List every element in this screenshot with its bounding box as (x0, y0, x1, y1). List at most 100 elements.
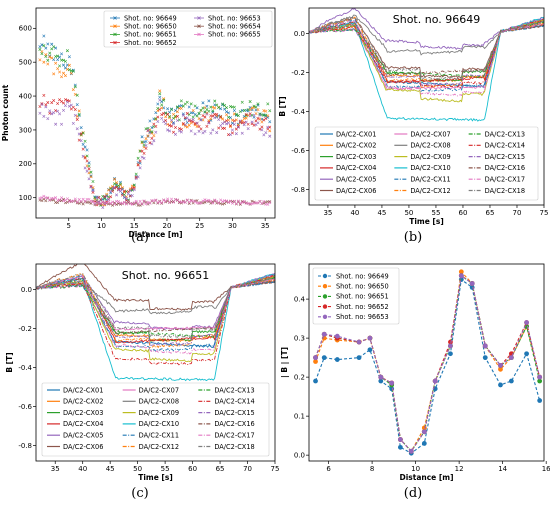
data-point (197, 124, 201, 128)
data-point (73, 113, 77, 117)
data-point (268, 134, 272, 138)
x-tick-label: 15 (130, 222, 139, 230)
data-point (168, 129, 172, 133)
data-point (448, 343, 453, 349)
data-point (236, 125, 240, 129)
data-point (421, 429, 427, 435)
legend-item: DA/C2-CX01 (47, 386, 103, 394)
data-point (75, 117, 79, 121)
data-point (207, 121, 211, 125)
data-point (244, 201, 248, 205)
data-point (225, 199, 229, 203)
data-point (175, 114, 179, 118)
data-point (482, 355, 488, 361)
data-point (61, 71, 66, 75)
data-point (217, 126, 221, 130)
data-point (115, 181, 119, 185)
data-point (213, 198, 217, 202)
data-point (193, 132, 197, 136)
data-point (238, 110, 242, 114)
data-point (156, 109, 160, 113)
data-point (40, 103, 44, 107)
data-point (154, 124, 158, 128)
data-point (162, 111, 166, 115)
data-point (262, 118, 266, 122)
data-point (138, 166, 142, 170)
data-point (71, 69, 75, 73)
data-point (236, 124, 240, 128)
data-point (126, 192, 130, 196)
data-point (246, 108, 250, 112)
data-point (268, 200, 272, 204)
legend-label: Shot. no: 96650 (124, 23, 177, 31)
data-point (321, 331, 327, 337)
data-point (164, 118, 168, 122)
data-point (177, 127, 181, 131)
data-point (56, 109, 60, 113)
panel-label-a: (a) (131, 230, 149, 245)
legend-marker (322, 273, 328, 279)
legend-marker (197, 16, 201, 20)
data-point (181, 112, 185, 116)
trace-line (309, 18, 544, 93)
data-point (211, 128, 215, 132)
data-point (83, 166, 87, 170)
data-point (219, 107, 223, 111)
data-point (116, 200, 121, 204)
data-point (60, 52, 64, 56)
data-point (158, 95, 162, 99)
legend-marker (113, 40, 117, 45)
legend-label: DA/C2-CX03 (336, 153, 376, 161)
data-point (217, 117, 221, 121)
x-tick-label: 60 (188, 465, 197, 473)
data-point (201, 114, 205, 118)
legend-item: DA/C2-CX03 (47, 409, 103, 417)
data-point (140, 141, 144, 145)
data-point (156, 102, 160, 106)
data-point (50, 112, 54, 116)
data-point (60, 122, 64, 126)
data-point (113, 177, 117, 181)
data-point (170, 107, 174, 111)
data-point (136, 156, 140, 160)
data-point (334, 357, 340, 362)
data-point (252, 104, 256, 108)
data-point (508, 355, 514, 361)
legend-item: DA/C2-CX01 (320, 130, 376, 138)
data-point (73, 92, 77, 96)
data-point (109, 201, 113, 205)
data-point (201, 199, 205, 203)
legend-item: DA/C2-CX04 (320, 164, 376, 172)
y-tick-label: 600 (19, 25, 32, 33)
data-point (144, 143, 148, 147)
data-point (448, 351, 453, 357)
legend-label: DA/C2-CX16 (214, 420, 254, 428)
data-point (63, 74, 67, 78)
data-point (207, 120, 211, 124)
legend-label: DA/C2-CX10 (139, 420, 179, 428)
data-point (252, 113, 256, 117)
data-point (148, 141, 152, 145)
data-point (48, 51, 52, 55)
data-point (89, 185, 93, 189)
panel-d-chart: 6 8 10 12 14 16 0.0 0.1 0.2 0.3 0.4 Distance [m] | B… (280, 263, 550, 482)
legend-item: Shot. no: 96651 (110, 31, 177, 39)
y-tick-label: -0.8 (291, 186, 305, 194)
data-point (230, 128, 234, 132)
legend-label: DA/C2-CX04 (336, 164, 376, 172)
data-point (71, 68, 75, 72)
legend-label: DA/C2-CX10 (410, 164, 450, 172)
data-point (226, 200, 231, 204)
data-point (71, 121, 75, 125)
data-point (56, 101, 60, 105)
legend-label: Shot. no: 96649 (336, 272, 389, 280)
legend-marker (322, 314, 328, 319)
data-point (203, 129, 207, 133)
data-point (42, 60, 46, 64)
data-point (85, 148, 89, 152)
data-point (65, 197, 69, 201)
x-tick-label: 75 (271, 465, 280, 473)
legend-label: DA/C2-CX07 (139, 386, 179, 394)
data-point (154, 198, 158, 202)
